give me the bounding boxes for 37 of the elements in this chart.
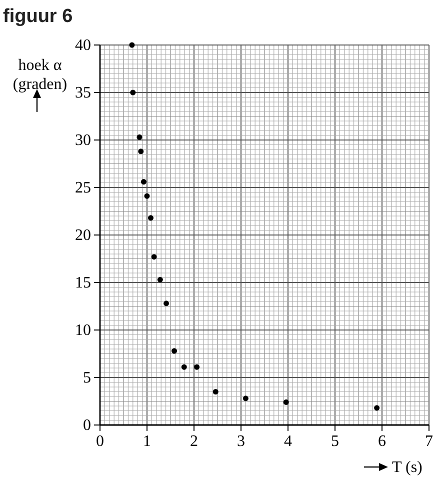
- y-axis-title: hoek α (graden): [12, 57, 68, 93]
- x-tick-label: 7: [425, 433, 433, 450]
- chart-title: figuur 6: [3, 6, 73, 27]
- x-tick-label: 0: [96, 433, 104, 450]
- x-tick-label: 3: [237, 433, 245, 450]
- x-tick-label: 6: [378, 433, 386, 450]
- y-tick-label: 0: [83, 417, 91, 434]
- x-tick-label: 2: [190, 433, 198, 450]
- point: [283, 399, 289, 405]
- point: [181, 364, 187, 370]
- point: [171, 348, 178, 354]
- point: [242, 396, 248, 402]
- y-tick-label: 25: [75, 180, 91, 196]
- x-tick-label: 5: [331, 433, 339, 450]
- point: [136, 134, 142, 140]
- x-tick-label: 4: [284, 433, 292, 450]
- point: [157, 276, 163, 282]
- point: [138, 148, 144, 154]
- point: [194, 364, 200, 370]
- x-tick-label: 1: [143, 433, 151, 450]
- point: [212, 388, 218, 395]
- x-axis-title: T (s): [392, 459, 422, 476]
- point: [130, 90, 136, 96]
- point: [144, 193, 150, 199]
- point: [129, 42, 135, 48]
- y-tick-label: 20: [75, 227, 91, 244]
- y-tick-label: 40: [75, 37, 91, 54]
- y-tick-label: 5: [83, 370, 91, 386]
- y-tick-label: 15: [75, 274, 91, 292]
- point: [140, 179, 146, 185]
- point: [164, 300, 170, 306]
- y-tick-label: 10: [75, 322, 91, 339]
- y-tick-label: 35: [75, 84, 91, 102]
- point: [374, 405, 380, 411]
- y-tick-label: 30: [75, 132, 91, 149]
- point: [151, 254, 157, 260]
- point: [148, 215, 154, 221]
